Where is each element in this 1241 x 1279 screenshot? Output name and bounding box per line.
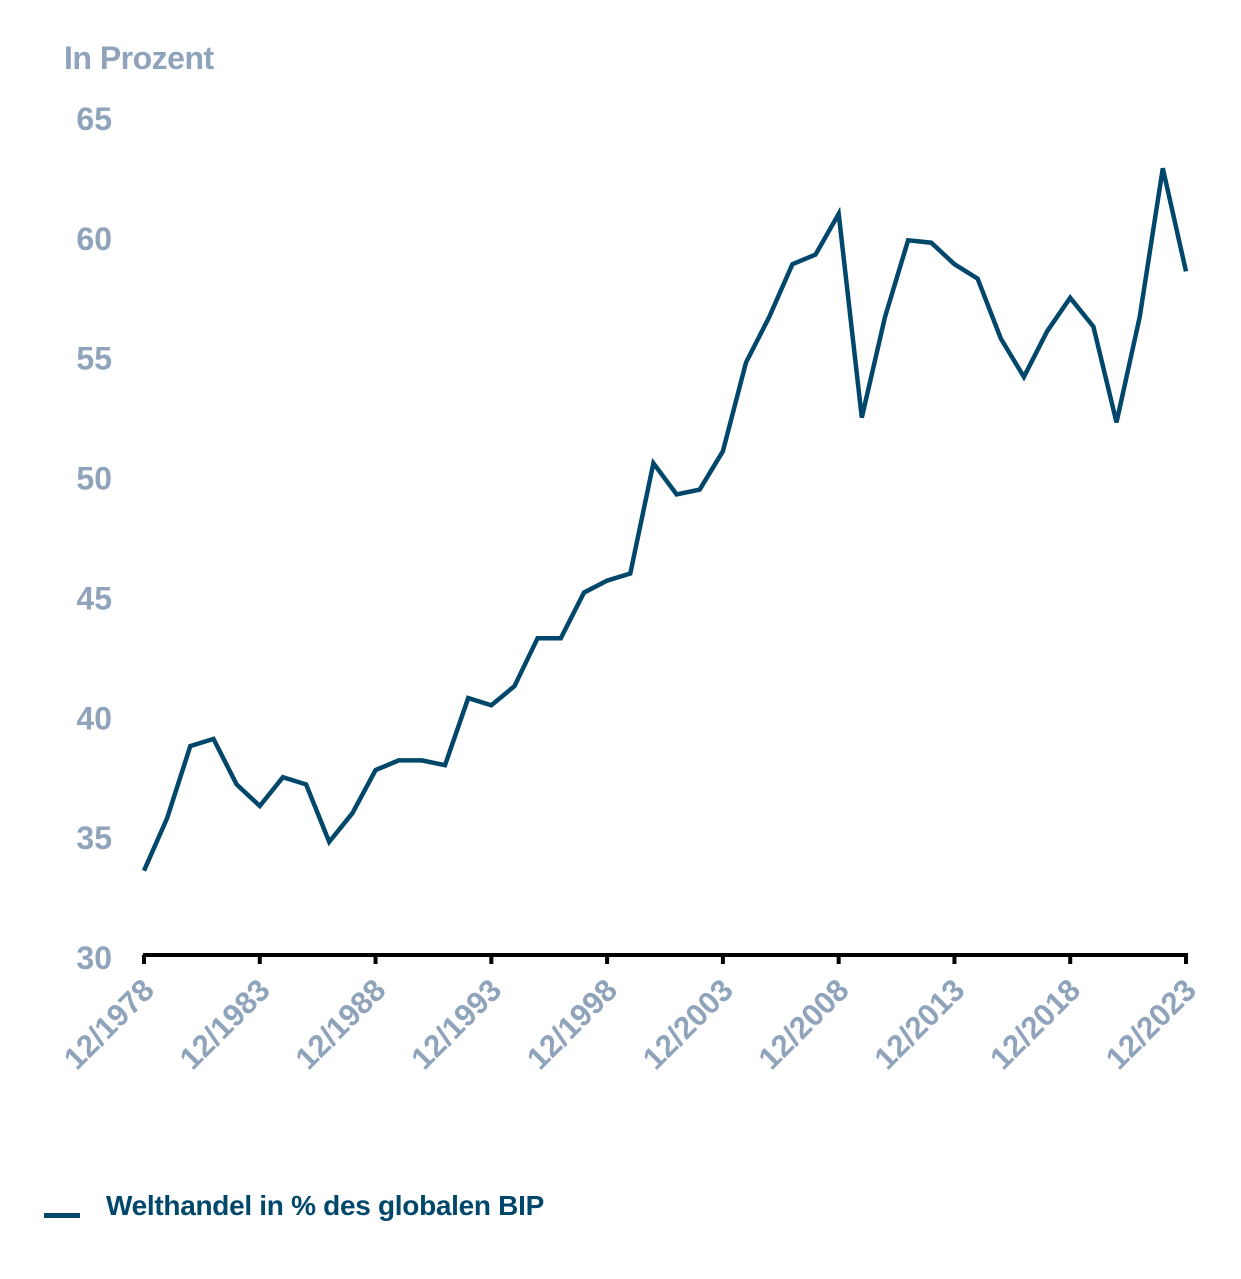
y-tick-label: 45: [76, 580, 112, 616]
legend: Welthandel in % des globalen BIP: [44, 1190, 544, 1222]
y-axis-ticks: 30 35 40 45 50 55 60 65: [76, 101, 112, 976]
y-tick-label: 55: [76, 341, 112, 377]
x-tick-label: 12/2018: [983, 972, 1087, 1076]
y-tick-label: 50: [76, 461, 112, 497]
series-line-welthandel: [141, 167, 1189, 872]
legend-line-swatch-icon: [44, 1212, 80, 1218]
x-tick-label: 12/1988: [289, 972, 393, 1076]
y-tick-label: 30: [76, 940, 112, 976]
x-tick-label: 12/2023: [1099, 972, 1203, 1076]
y-axis-unit-label: In Prozent: [64, 40, 214, 76]
x-axis-labels: 12/1978 12/1983 12/1988 12/1993 12/1998 12/20…: [57, 972, 1203, 1076]
x-tick-label: 12/2013: [867, 972, 971, 1076]
x-tick-label: 12/1998: [520, 972, 624, 1076]
y-tick-label: 65: [76, 101, 112, 137]
x-axis: [142, 953, 1188, 964]
y-tick-label: 60: [76, 221, 112, 257]
x-tick-label: 12/1993: [404, 972, 508, 1076]
x-tick-label: 12/2003: [636, 972, 740, 1076]
y-tick-label: 40: [76, 700, 112, 736]
y-tick-label: 35: [76, 820, 112, 856]
x-tick-label: 12/1978: [57, 972, 161, 1076]
x-tick-label: 12/1983: [173, 972, 277, 1076]
legend-label: Welthandel in % des globalen BIP: [106, 1190, 544, 1221]
x-tick-label: 12/2008: [752, 972, 856, 1076]
